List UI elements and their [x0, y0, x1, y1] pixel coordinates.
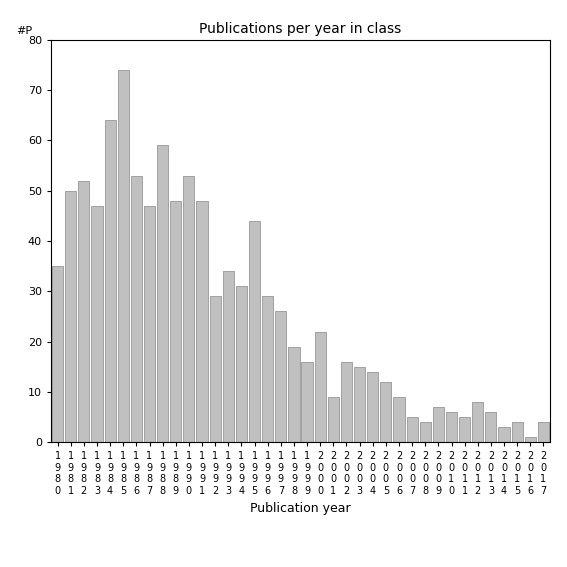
Bar: [144, 206, 155, 442]
X-axis label: Publication year: Publication year: [250, 502, 351, 515]
Bar: [236, 286, 247, 442]
Bar: [380, 382, 391, 442]
Bar: [302, 362, 312, 442]
Bar: [262, 297, 273, 442]
Bar: [183, 176, 194, 442]
Bar: [118, 70, 129, 442]
Bar: [289, 346, 299, 442]
Bar: [52, 266, 63, 442]
Bar: [354, 367, 365, 442]
Bar: [472, 402, 483, 442]
Bar: [393, 397, 405, 442]
Bar: [433, 407, 444, 442]
Bar: [524, 437, 536, 442]
Bar: [104, 120, 116, 442]
Bar: [328, 397, 339, 442]
Bar: [275, 311, 286, 442]
Bar: [459, 417, 470, 442]
Bar: [420, 422, 431, 442]
Bar: [157, 145, 168, 442]
Bar: [498, 427, 510, 442]
Bar: [249, 221, 260, 442]
Bar: [446, 412, 457, 442]
Bar: [170, 201, 181, 442]
Bar: [538, 422, 549, 442]
Bar: [78, 180, 90, 442]
Text: #P: #P: [16, 26, 32, 36]
Bar: [407, 417, 418, 442]
Bar: [223, 271, 234, 442]
Bar: [485, 412, 497, 442]
Bar: [367, 372, 378, 442]
Bar: [511, 422, 523, 442]
Bar: [91, 206, 103, 442]
Bar: [131, 176, 142, 442]
Bar: [315, 332, 326, 442]
Bar: [341, 362, 352, 442]
Bar: [196, 201, 208, 442]
Bar: [210, 297, 221, 442]
Bar: [65, 191, 77, 442]
Title: Publications per year in class: Publications per year in class: [200, 22, 401, 36]
